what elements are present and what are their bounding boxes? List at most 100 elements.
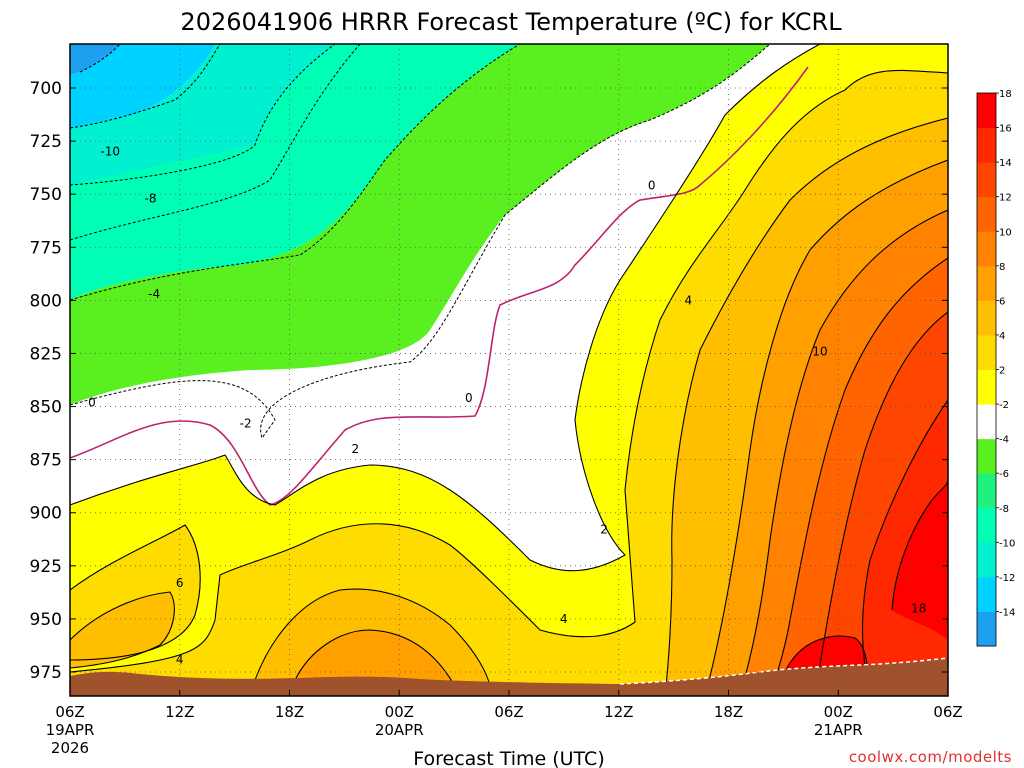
colorbar-swatch	[977, 404, 996, 440]
colorbar-tick-label: -6	[999, 469, 1009, 480]
contour-labels: -10 -8 -4 0 -2 2 0 0 4 10 2 6 4 4 18	[88, 145, 926, 667]
isotherm-below-zero-1	[70, 44, 221, 129]
colorbar-swatch	[977, 127, 996, 163]
colorbar-tick-label: -8	[999, 504, 1009, 515]
band-minus14-to-minus10	[70, 44, 215, 128]
contour-label: 0	[465, 391, 473, 405]
colorbar-tick-label: -2	[999, 400, 1009, 411]
x-tick-date: 21APR	[814, 721, 863, 739]
colorbar-tick-label: 12	[999, 193, 1012, 204]
band-minus10-to-minus8	[70, 44, 335, 185]
isotherm-below-zero-6	[79, 44, 121, 73]
contour-label: 0	[88, 395, 96, 409]
isotherm-above-zero-10	[769, 257, 948, 696]
isotherm-above-zero-1	[70, 44, 821, 572]
colorbar-tick-label: 2	[999, 366, 1005, 377]
band-plus4-to-plus6	[70, 70, 948, 696]
grid-lines	[70, 44, 948, 696]
x-tick-label: 06Z	[55, 703, 84, 721]
colorbar-swatch	[977, 231, 996, 267]
isotherm-below-zero-4	[70, 44, 521, 301]
colorbar-tick-label: -12	[999, 573, 1015, 584]
colorbar-swatch	[977, 473, 996, 509]
y-tick-label: 800	[30, 291, 62, 311]
band-minus8-to-minus4	[70, 44, 520, 300]
band-minus4-to-minus2	[70, 44, 770, 405]
colorbar-tick-label: -4	[999, 435, 1009, 446]
x-tick-label: 12Z	[604, 703, 633, 721]
contour-label: 2	[600, 523, 608, 537]
colorbar-swatch	[977, 334, 996, 370]
isotherm-above-zero-6	[294, 629, 461, 696]
band-plus14-to-plus16	[815, 312, 948, 696]
y-tick-label: 775	[30, 238, 62, 258]
isotherm-above-zero-11	[814, 311, 948, 696]
colorbar-tick-label: 4	[999, 331, 1005, 342]
colorbar-swatch	[977, 300, 996, 336]
colorbar-swatch	[977, 507, 996, 543]
isotherm-above-zero-5	[254, 588, 493, 696]
contour-label: 4	[560, 612, 568, 626]
x-tick-date: 19APR	[46, 721, 95, 739]
contour-label: 4	[684, 293, 692, 307]
x-tick-label: 12Z	[165, 703, 194, 721]
colorbar-legend: -14 -12 -10 -8 -6 -4 -2 2 4 6 8 10 12 14 16 18	[976, 89, 1015, 647]
colorbar-swatch	[977, 611, 996, 647]
isotherm-above-zero-8	[704, 159, 948, 696]
band-plus12-to-plus14	[770, 258, 948, 696]
band-plus18-and-above	[892, 480, 948, 640]
y-tick-label: 900	[30, 504, 62, 524]
x-axis-title: Forecast Time (UTC)	[413, 748, 604, 768]
isotherm-above-zero-7	[664, 117, 948, 696]
contour-label: -10	[100, 145, 120, 159]
x-tick-label: 06Z	[933, 703, 962, 721]
temperature-filled-contours	[70, 44, 948, 696]
isotherm-above-zero-4	[70, 69, 948, 673]
isotherm-lines	[70, 44, 948, 696]
contour-label: 18	[911, 601, 926, 615]
y-tick-label: 975	[30, 663, 62, 683]
contour-label: 10	[812, 344, 827, 358]
isotherm-above-zero-13	[891, 479, 948, 611]
colorbar-tick-label: 8	[999, 262, 1005, 273]
y-tick-label: 700	[30, 79, 62, 99]
colorbar-swatch	[977, 542, 996, 578]
isotherm-above-zero-12	[861, 399, 948, 696]
x-tick-label: 06Z	[494, 703, 523, 721]
colorbar-swatch	[977, 162, 996, 198]
contour-label: 6	[176, 576, 184, 590]
x-tick-year: 2026	[51, 739, 89, 757]
contour-label: -2	[240, 417, 252, 431]
x-tick-label: 18Z	[275, 703, 304, 721]
colorbar-tick-label: 18	[999, 89, 1012, 100]
y-tick-label: 850	[30, 398, 62, 418]
colorbar-tick-label: -14	[999, 607, 1015, 618]
isotherm-below-zero-3	[70, 44, 361, 241]
colorbar-tick-label: 10	[999, 227, 1012, 238]
x-tick-label: 18Z	[714, 703, 743, 721]
contour-label: 0	[648, 179, 656, 193]
contour-label: 2	[352, 442, 360, 456]
x-tick-label: 00Z	[385, 703, 414, 721]
contour-label: 4	[176, 652, 184, 666]
band-plus6-to-plus8-left-lobe	[70, 592, 175, 668]
isotherm-above-zero-9	[739, 209, 948, 696]
band-minus2-to-plus2	[70, 44, 820, 571]
isotherm-zero	[70, 66, 809, 506]
y-tick-label: 725	[30, 132, 62, 152]
isotherm-below-zero-5	[70, 44, 771, 440]
contour-label: -8	[144, 191, 156, 205]
band-plus10-to-plus12	[740, 210, 948, 696]
y-axis-pressure: 700 725 750 775 800 825 850 875 900 925 950 975	[30, 79, 948, 683]
colorbar-swatch	[977, 369, 996, 405]
y-tick-label: 750	[30, 185, 62, 205]
colorbar-tick-label: 14	[999, 158, 1012, 169]
x-tick-date: 20APR	[375, 721, 424, 739]
colorbar-swatch	[977, 196, 996, 232]
colorbar-swatch	[977, 265, 996, 301]
colorbar-tick-label: -10	[999, 538, 1015, 549]
band-plus8-to-plus10	[705, 160, 948, 696]
isotherm-below-zero-2	[70, 44, 336, 186]
